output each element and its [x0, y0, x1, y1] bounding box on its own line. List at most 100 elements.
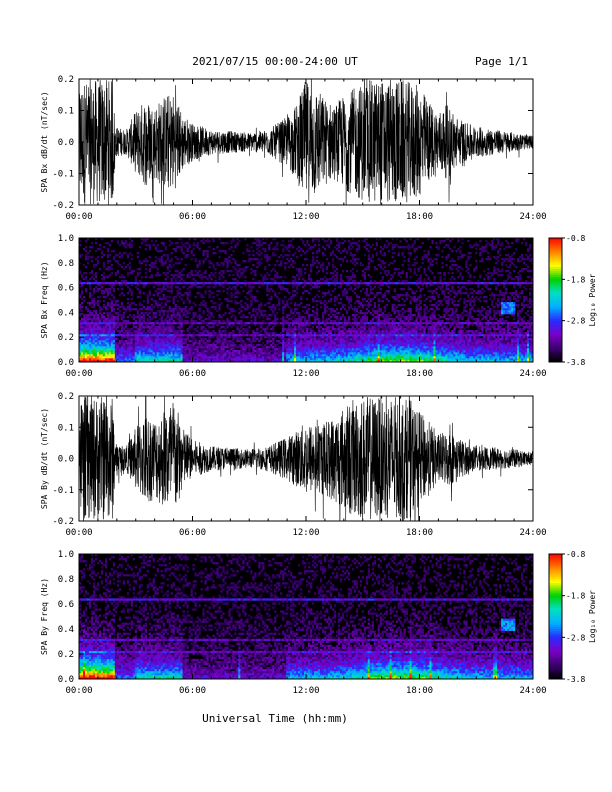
- spectrogram-cell: [190, 320, 193, 323]
- spectrogram-cell: [343, 248, 347, 251]
- spectrogram-cells: [79, 238, 534, 363]
- spectrogram-cell: [302, 326, 305, 329]
- spectrogram-cell: [166, 286, 169, 289]
- spectrogram-cell: [298, 324, 301, 327]
- spectrogram-cell: [162, 296, 165, 299]
- spectrogram-cell: [367, 332, 371, 335]
- spectrogram-cell: [329, 356, 333, 359]
- spectrogram-cell: [98, 318, 102, 321]
- spectrogram-cell: [96, 334, 100, 337]
- spectrogram-cell: [168, 310, 171, 313]
- spectrogram-cell: [164, 274, 167, 277]
- spectrogram-cell: [88, 360, 92, 363]
- spectrogram-cell: [258, 360, 261, 363]
- spectrogram-cell: [331, 314, 335, 317]
- spectrogram-cell: [365, 354, 369, 357]
- spectrogram-cell: [208, 266, 211, 269]
- spectrogram-cell: [176, 330, 179, 333]
- spectrogram-cell: [114, 334, 118, 337]
- spectrogram-cell: [343, 308, 347, 311]
- spectrogram-cell: [379, 250, 382, 253]
- spectrogram-cell: [333, 358, 337, 361]
- spectrogram-cell: [114, 348, 118, 351]
- spectrogram-cell: [94, 310, 98, 313]
- spectrogram-cell: [100, 332, 104, 335]
- spectrogram-cell: [294, 284, 297, 287]
- spectrogram-cell: [160, 322, 163, 325]
- spectrogram-cell: [190, 258, 193, 261]
- spectrogram-cell: [256, 252, 259, 255]
- spectrogram-cell: [333, 254, 337, 257]
- spectrogram-cell: [363, 316, 367, 319]
- spectrogram-cell: [124, 350, 128, 353]
- spectrogram-cell: [186, 296, 189, 299]
- spectrogram-cell: [100, 360, 104, 363]
- spectrogram-cell: [132, 356, 136, 359]
- spectrogram-cell: [100, 282, 104, 285]
- spectrogram-cell: [190, 346, 193, 349]
- spectrogram-cell: [367, 322, 371, 325]
- spectrogram-cell: [331, 264, 335, 267]
- spectrogram-cell: [130, 348, 134, 351]
- spectrogram-cell: [286, 352, 289, 355]
- spectrogram-cell: [148, 328, 151, 331]
- spectrogram-cell: [240, 340, 243, 343]
- spectrogram-cell: [124, 310, 128, 313]
- spectrogram-cell: [166, 268, 169, 271]
- spectrogram-cell: [108, 352, 112, 355]
- spectrogram-cell: [244, 280, 247, 283]
- spectrogram-cell: [258, 260, 261, 263]
- spectrogram-cell: [256, 350, 259, 353]
- spectrogram-cell: [292, 276, 295, 279]
- spectrogram-cell: [146, 350, 149, 353]
- spectrogram-cell: [200, 278, 203, 281]
- spectrogram-cell: [317, 248, 321, 251]
- spectrogram-cell: [190, 340, 193, 343]
- spectrogram-cell: [264, 266, 267, 269]
- spectrogram-cell: [180, 330, 183, 333]
- spectrogram-cell: [228, 350, 231, 353]
- spectrogram-cell: [375, 238, 378, 241]
- spectrogram-cell: [82, 348, 86, 351]
- spectrogram-cell: [292, 356, 295, 359]
- spectrogram-cell: [252, 346, 255, 349]
- spectrogram-cell: [290, 348, 293, 351]
- spectrogram-cell: [162, 352, 165, 355]
- spectrogram-cell: [162, 312, 165, 315]
- spectrogram-cell: [369, 282, 373, 285]
- spectrogram-cell: [266, 290, 269, 293]
- spectrogram-cell: [200, 304, 203, 307]
- spectrogram-cell: [216, 346, 219, 349]
- spectrogram-cell: [240, 330, 243, 333]
- spectrogram-cell: [196, 348, 199, 351]
- spectrogram-cell: [79, 312, 82, 315]
- spectrogram-cell: [160, 310, 163, 313]
- spectrogram-cell: [134, 322, 138, 325]
- spectrogram-cell: [174, 358, 177, 361]
- spectrogram-cell: [176, 360, 179, 363]
- spectrogram-cell: [274, 356, 277, 359]
- spectrogram-cell: [192, 316, 195, 319]
- spectrogram-cell: [317, 356, 321, 359]
- spectrogram-cell: [134, 334, 138, 337]
- spectrogram-cell: [329, 278, 333, 281]
- spectrogram-cell: [184, 356, 187, 359]
- spectrogram-cell: [88, 332, 92, 335]
- panel-bx-timeseries: 00:00 06:00 12:00 18:00 24:00-0.2-0.10.00.10…: [40, 75, 547, 222]
- spectrogram-cell: [343, 352, 347, 355]
- spectrogram-cell: [379, 300, 382, 303]
- spectrogram-cell: [381, 352, 384, 355]
- spectrogram-cell: [156, 360, 159, 363]
- spectrogram-cell: [377, 328, 380, 331]
- spectrogram-cell: [272, 238, 275, 241]
- spectrogram-cell: [363, 268, 367, 271]
- spectrogram-cell: [258, 348, 261, 351]
- spectrogram-cell: [266, 358, 269, 361]
- spectrogram-cell: [100, 256, 104, 259]
- spectrogram-cell: [228, 274, 231, 277]
- spectrogram-cell: [311, 336, 315, 339]
- spectrogram-cell: [104, 306, 108, 309]
- spectrogram-cell: [156, 342, 159, 345]
- spectrogram-cell: [220, 322, 223, 325]
- spectrogram-cell: [174, 248, 177, 251]
